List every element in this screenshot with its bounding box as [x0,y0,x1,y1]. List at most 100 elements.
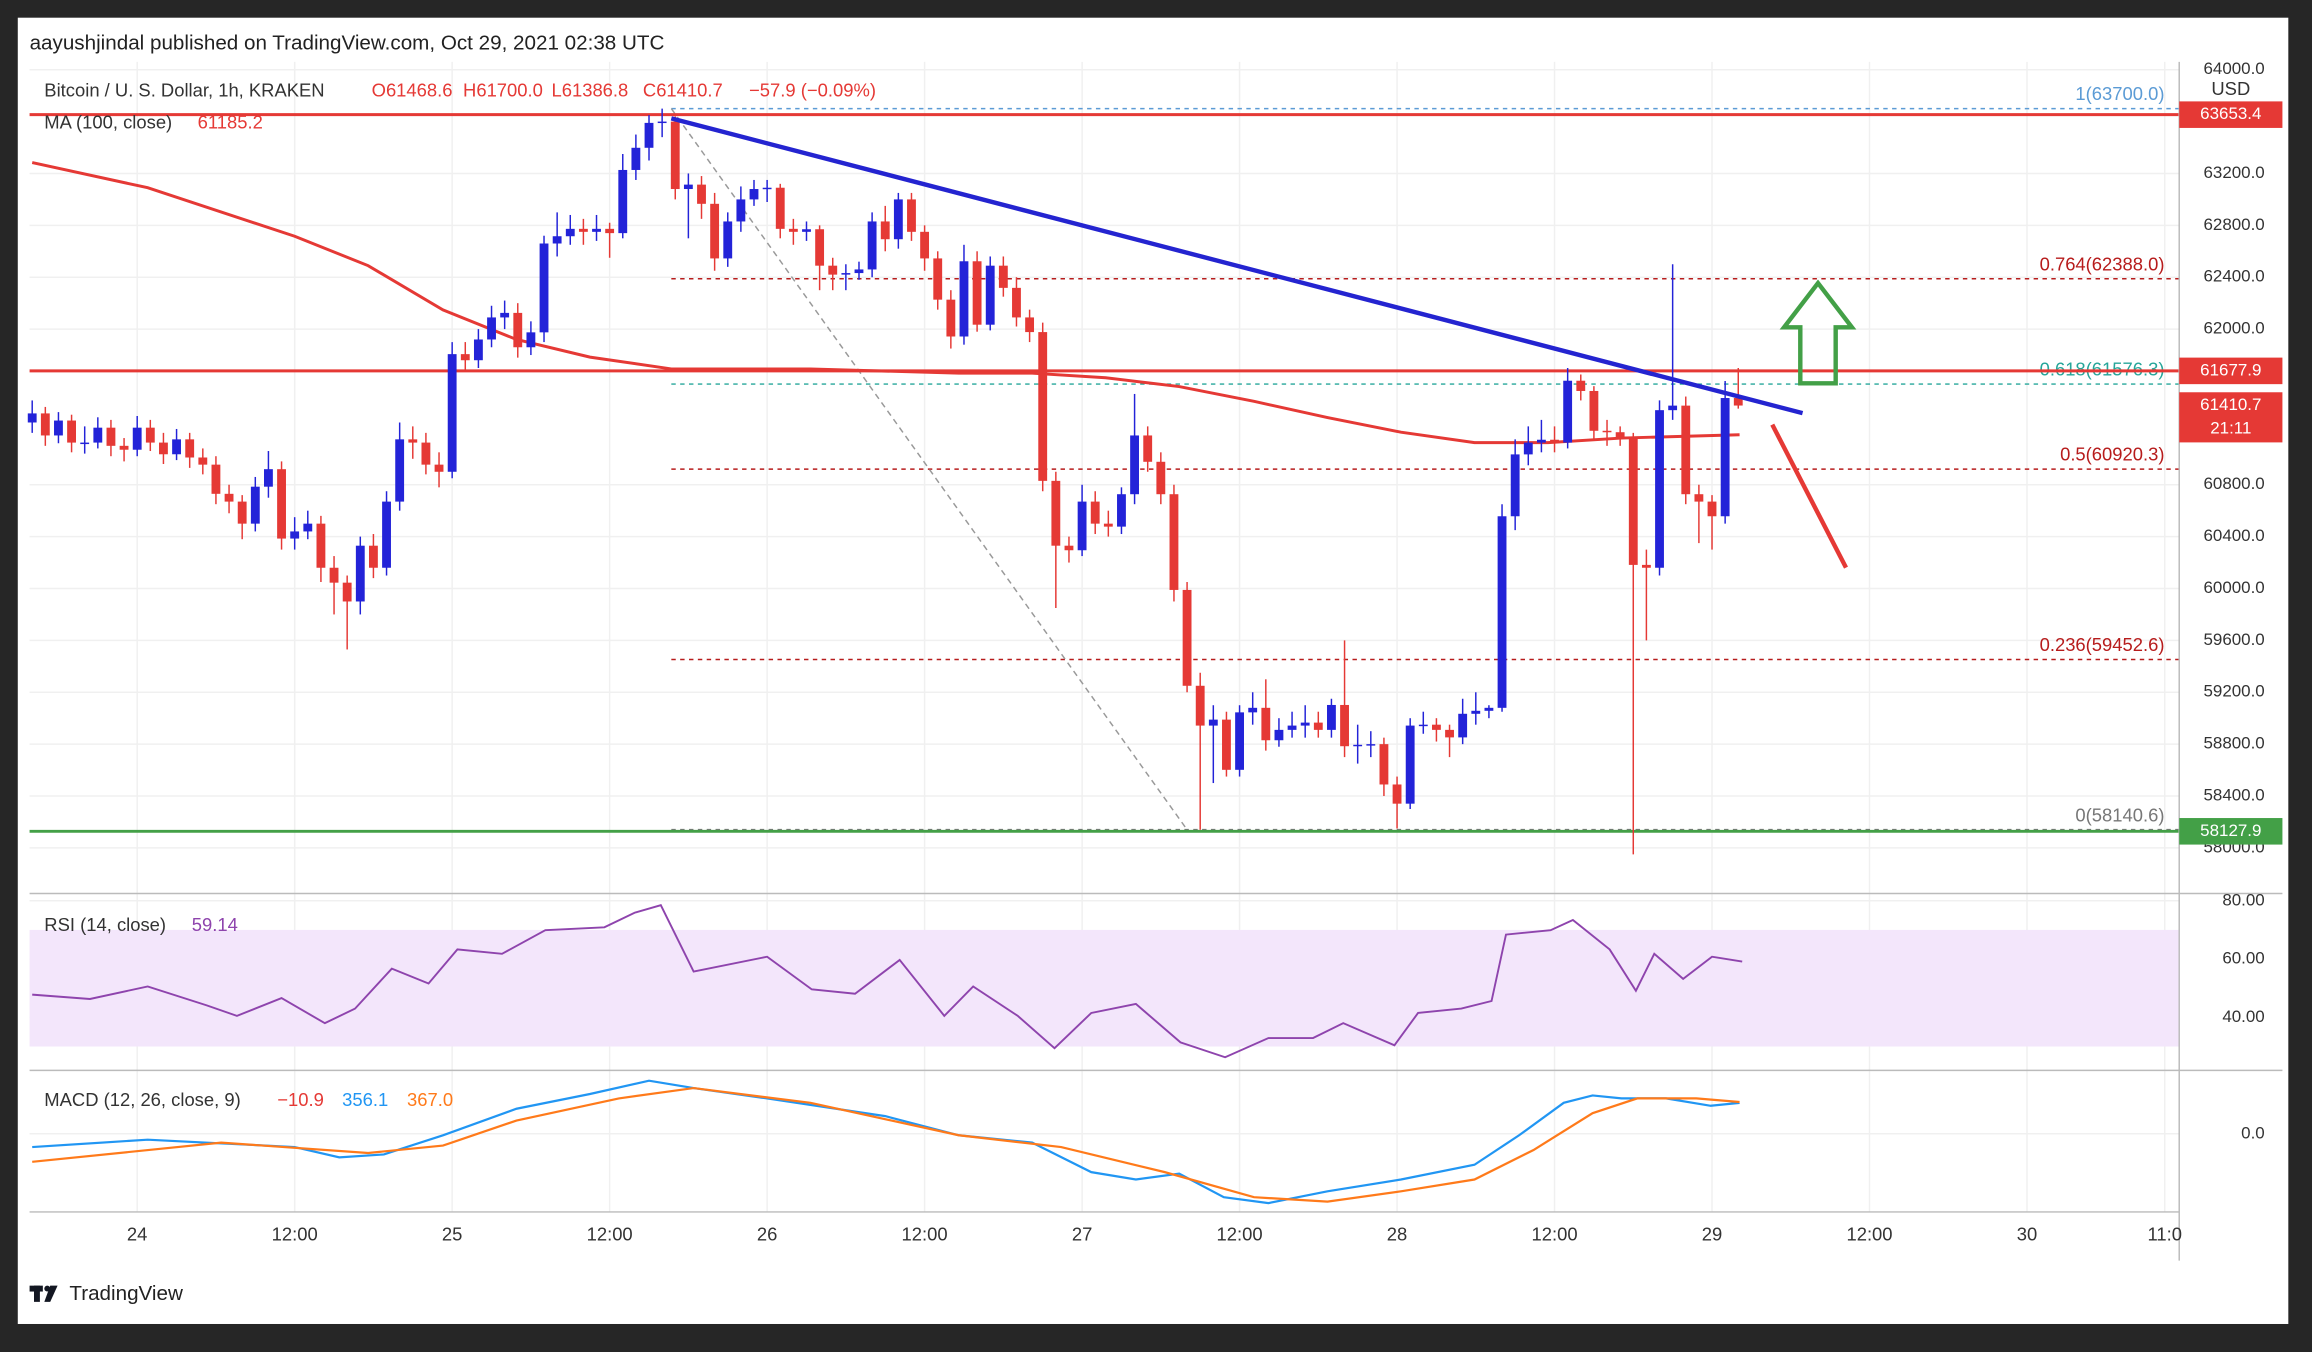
fib-label: 0.618(61576.3) [2040,359,2165,380]
published: aayushjindal published on TradingView.co… [30,32,665,55]
candle-body [985,265,995,325]
macd-line [32,1079,1740,1205]
candle-body [290,531,300,539]
x-tick-label: 12:00 [1217,1223,1263,1244]
candle-body [1156,461,1166,495]
candle-body [264,469,273,487]
candle-body [1536,439,1546,443]
candle-body [697,184,706,204]
candle-body [618,169,628,234]
marks: 1(63700.0) 0.764(62388.0) 0.618(61576.3) 0.… [27,83,2180,1205]
candle-body [1222,719,1231,770]
current-price-tag [2179,392,2283,443]
candle-body [657,121,667,124]
candle-body [67,420,76,443]
price-tag-label: 61677.9 [2200,360,2261,379]
candle-body [946,299,956,337]
candle-body [198,457,208,465]
y-tick-label: 64000.0 [2203,59,2264,78]
candle-body [1523,442,1533,455]
ma-legend: MA (100, close) [44,112,172,133]
candle-body [1261,707,1271,741]
x-tick-label: 29 [1702,1223,1722,1244]
y-tick-label: 0.0 [2241,1123,2265,1142]
candle-body [1038,332,1048,481]
y-tick-label: 60400.0 [2203,526,2264,545]
candle-body [1208,719,1218,726]
candle-body [1274,729,1284,741]
ma-line [31,161,1740,445]
fib-label: 0.236(59452.6) [2040,634,2165,655]
fib-label: 1(63700.0) [2075,83,2164,104]
x-tick-label: 12:00 [272,1223,318,1244]
candle-body [1655,410,1664,568]
candle-body [959,261,969,337]
fib-label: 0(58140.6) [2075,804,2164,825]
candle-body [788,228,798,232]
candle-body [683,184,693,190]
candle-body [1143,435,1153,462]
y-tick-label: 60800.0 [2203,474,2264,493]
candle-body [631,147,641,170]
macd-line [32,1086,1740,1203]
candle-body [1300,722,1310,726]
x-tick-label: 12:00 [1532,1223,1578,1244]
price-tag-label: 58127.9 [2200,821,2261,840]
candle-body [723,221,733,259]
candle-body [355,545,365,602]
candle-body [815,229,825,266]
price-tag [2179,101,2283,128]
x-tick-label: 26 [757,1223,777,1244]
candle-body [1235,712,1244,770]
x-tick-label: 11:0 [2148,1223,2182,1244]
candle-body [342,582,352,602]
y-tick-label: 58400.0 [2203,786,2264,805]
candle-body [1248,707,1258,713]
candle-body [1628,438,1638,565]
candle-body [592,228,601,232]
candle-body [1733,398,1743,406]
y-tick-label: 58800.0 [2203,734,2264,753]
candle-body [1169,494,1179,590]
candle-body [500,312,510,318]
candle-body [1458,713,1468,738]
candle-body [1353,744,1363,747]
x-tick-label: 24 [127,1223,147,1244]
candle-body [762,187,772,190]
candle-body [159,442,168,455]
candle-body [1090,501,1100,524]
fib-label: 0.764(62388.0) [2040,253,2165,274]
candle-body [1418,724,1428,727]
y-tick-label: 59200.0 [2203,682,2264,701]
candle-body [867,221,877,270]
candle-body [237,501,247,524]
y-tick-label: 80.00 [2222,890,2264,909]
price-tag-label: 63653.4 [2200,104,2261,123]
candle-body [145,427,155,443]
candle-body [1484,707,1494,711]
candle-body [1064,545,1074,551]
candle-body [1641,564,1651,568]
trendline [670,116,1804,416]
x-tick-label: 30 [2017,1223,2037,1244]
fib-label: 0.5(60920.3) [2060,444,2164,465]
candle-body [1431,724,1441,730]
y-tick-label: 59600.0 [2203,630,2264,649]
candle-body [1025,317,1035,333]
candle-body [1182,589,1192,686]
panel [17,17,2289,1324]
candle-body [1327,704,1336,730]
candle-body [329,567,339,583]
macd-legend: MACD (12, 26, close, 9) [44,1089,240,1110]
candle-body [710,203,720,259]
candle-body [316,523,326,568]
candle-body [382,501,391,568]
candle-body [841,273,851,275]
candle-body [920,231,930,259]
candle-body [775,187,785,229]
candle-body [54,420,63,436]
candle-body [1576,380,1586,391]
rsi-value: 59.14 [192,914,238,935]
